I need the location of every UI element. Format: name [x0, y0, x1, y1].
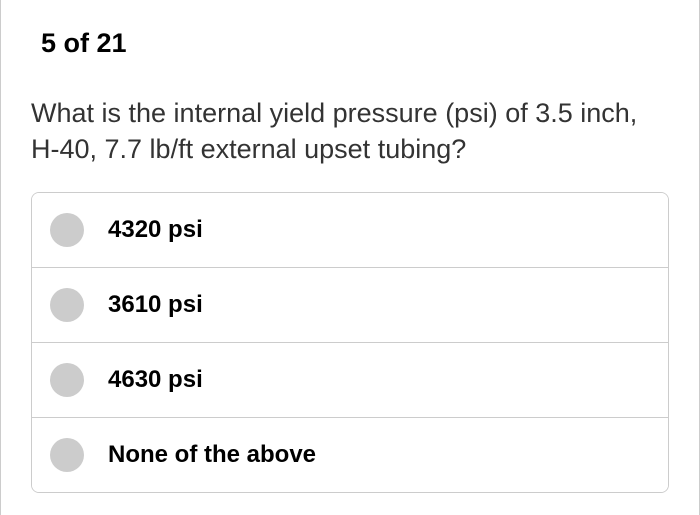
option-3[interactable]: 4630 psi: [32, 343, 668, 418]
option-label: 3610 psi: [108, 291, 203, 319]
option-label: 4320 psi: [108, 216, 203, 244]
radio-icon: [50, 213, 84, 247]
options-list: 4320 psi 3610 psi 4630 psi None of the a…: [31, 192, 669, 493]
option-label: None of the above: [108, 441, 316, 469]
option-2[interactable]: 3610 psi: [32, 268, 668, 343]
option-1[interactable]: 4320 psi: [32, 193, 668, 268]
question-text: What is the internal yield pressure (psi…: [1, 83, 699, 192]
option-label: 4630 psi: [108, 366, 203, 394]
quiz-header: 5 of 21: [1, 0, 699, 83]
radio-icon: [50, 438, 84, 472]
progress-indicator: 5 of 21: [41, 28, 659, 59]
option-4[interactable]: None of the above: [32, 418, 668, 492]
radio-icon: [50, 363, 84, 397]
radio-icon: [50, 288, 84, 322]
